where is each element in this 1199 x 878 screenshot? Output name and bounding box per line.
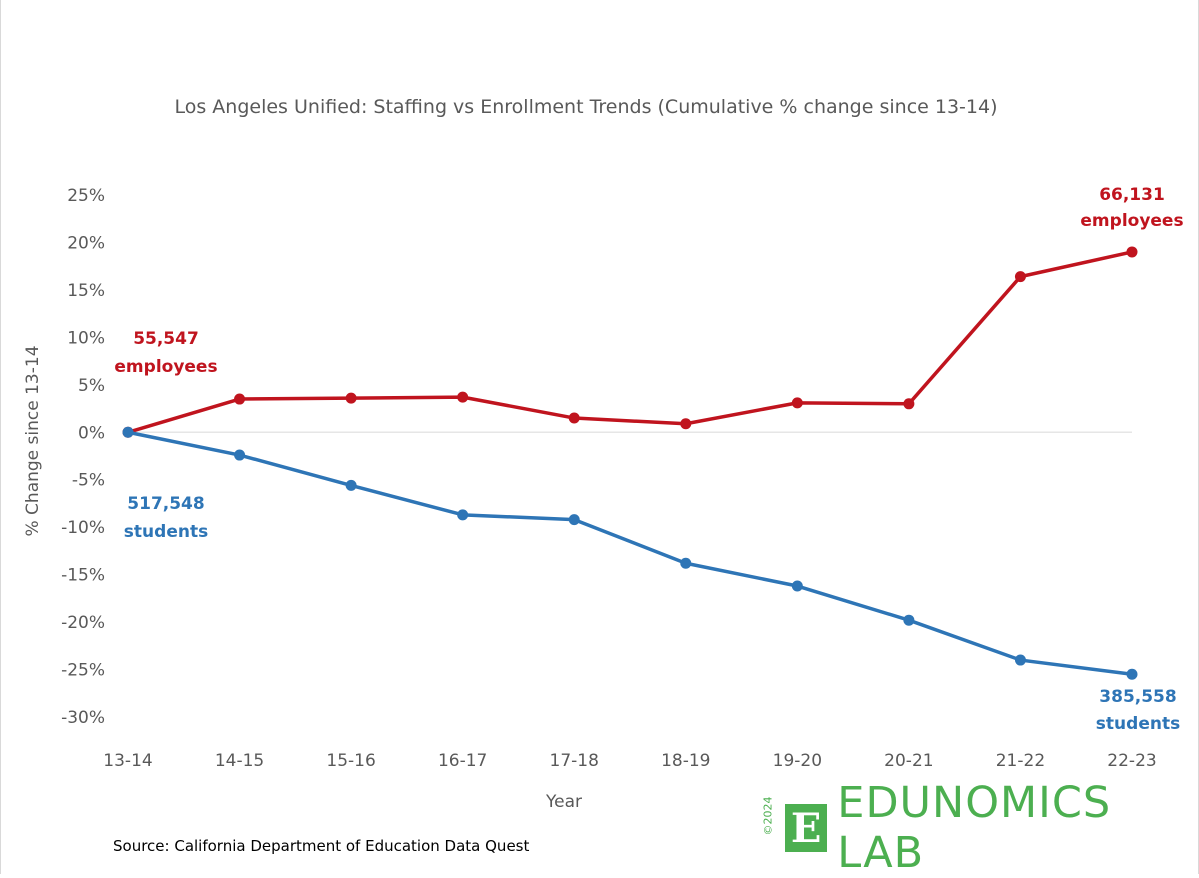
y-tick-label: 5% xyxy=(78,376,105,396)
data-point-employees xyxy=(234,393,246,405)
x-axis-ticks: 13-14 14-15 15-16 16-17 17-18 18-19 19-20 20-21… xyxy=(103,751,1156,771)
x-tick-label: 20-21 xyxy=(884,751,933,771)
y-axis-title: % Change since 13-14 xyxy=(23,345,43,536)
y-tick-label: -5% xyxy=(72,471,105,491)
data-point-students xyxy=(680,557,692,569)
data-point-students xyxy=(457,509,469,521)
data-point-employees xyxy=(1126,246,1138,258)
data-point-employees xyxy=(791,397,803,409)
annotation-students-end-count: 385,558 xyxy=(1099,687,1176,707)
x-tick-label: 21-22 xyxy=(996,751,1045,771)
y-tick-label: -25% xyxy=(61,661,105,681)
y-tick-label: 20% xyxy=(67,233,105,253)
x-tick-label: 18-19 xyxy=(661,751,710,771)
logo-mark: E xyxy=(785,804,828,852)
x-tick-label: 16-17 xyxy=(438,751,487,771)
data-point-students xyxy=(234,449,246,461)
annotation-employees-end-count: 66,131 xyxy=(1099,185,1165,205)
y-tick-label: 0% xyxy=(78,423,105,443)
x-axis-title: Year xyxy=(545,792,582,812)
data-point-students xyxy=(345,479,357,491)
x-tick-label: 14-15 xyxy=(215,751,264,771)
data-point-students xyxy=(122,426,134,438)
data-point-employees xyxy=(680,418,692,430)
annotation-students-end-label: students xyxy=(1096,714,1180,734)
series-students xyxy=(122,426,1138,680)
data-point-students xyxy=(1126,668,1138,680)
annotation-students-start: 517,548 students xyxy=(124,494,208,542)
x-tick-label: 22-23 xyxy=(1107,751,1156,771)
y-tick-label: 25% xyxy=(67,186,105,206)
x-tick-label: 19-20 xyxy=(773,751,822,771)
annotation-employees-end-label: employees xyxy=(1080,211,1183,231)
data-point-employees xyxy=(457,391,469,403)
source-note: Source: California Department of Educati… xyxy=(113,837,529,855)
annotation-students-start-count: 517,548 xyxy=(127,494,204,514)
y-tick-label: -20% xyxy=(61,613,105,633)
logo-copyright: ©2024 xyxy=(761,796,775,835)
y-tick-label: 10% xyxy=(67,328,105,348)
data-point-employees xyxy=(345,392,357,404)
annotation-employees-start-count: 55,547 xyxy=(133,329,199,349)
annotation-students-start-label: students xyxy=(124,522,208,542)
series-line-employees xyxy=(127,250,1133,434)
series-layer xyxy=(122,246,1138,680)
logo-wordmark: EDUNOMICS LAB xyxy=(837,778,1112,878)
data-point-employees xyxy=(1014,271,1026,283)
x-tick-label: 17-18 xyxy=(550,751,599,771)
data-point-students xyxy=(568,514,580,526)
chart-title: Los Angeles Unified: Staffing vs Enrollm… xyxy=(174,96,997,118)
series-line-students xyxy=(127,430,1133,677)
data-point-employees xyxy=(903,398,915,410)
annotation-employees-start: 55,547 employees xyxy=(114,329,217,377)
y-tick-label: -15% xyxy=(61,566,105,586)
annotation-students-end: 385,558 students xyxy=(1096,687,1180,734)
annotation-employees-start-label: employees xyxy=(114,357,217,377)
y-axis-ticks: 25% 20% 15% 10% 5% 0% -5% -10% -15% -20% -25% -30% xyxy=(61,186,105,728)
edunomics-lab-logo: ©2024 E EDUNOMICS LAB xyxy=(761,778,1198,878)
x-tick-label: 13-14 xyxy=(103,751,152,771)
series-employees xyxy=(122,246,1138,438)
y-tick-label: 15% xyxy=(67,281,105,301)
data-point-employees xyxy=(568,412,580,424)
y-tick-label: -10% xyxy=(61,518,105,538)
annotation-employees-end: 66,131 employees xyxy=(1080,185,1183,231)
data-point-students xyxy=(791,580,803,592)
y-tick-label: -30% xyxy=(61,708,105,728)
data-point-students xyxy=(1014,654,1026,666)
x-tick-label: 15-16 xyxy=(326,751,375,771)
data-point-students xyxy=(903,614,915,626)
